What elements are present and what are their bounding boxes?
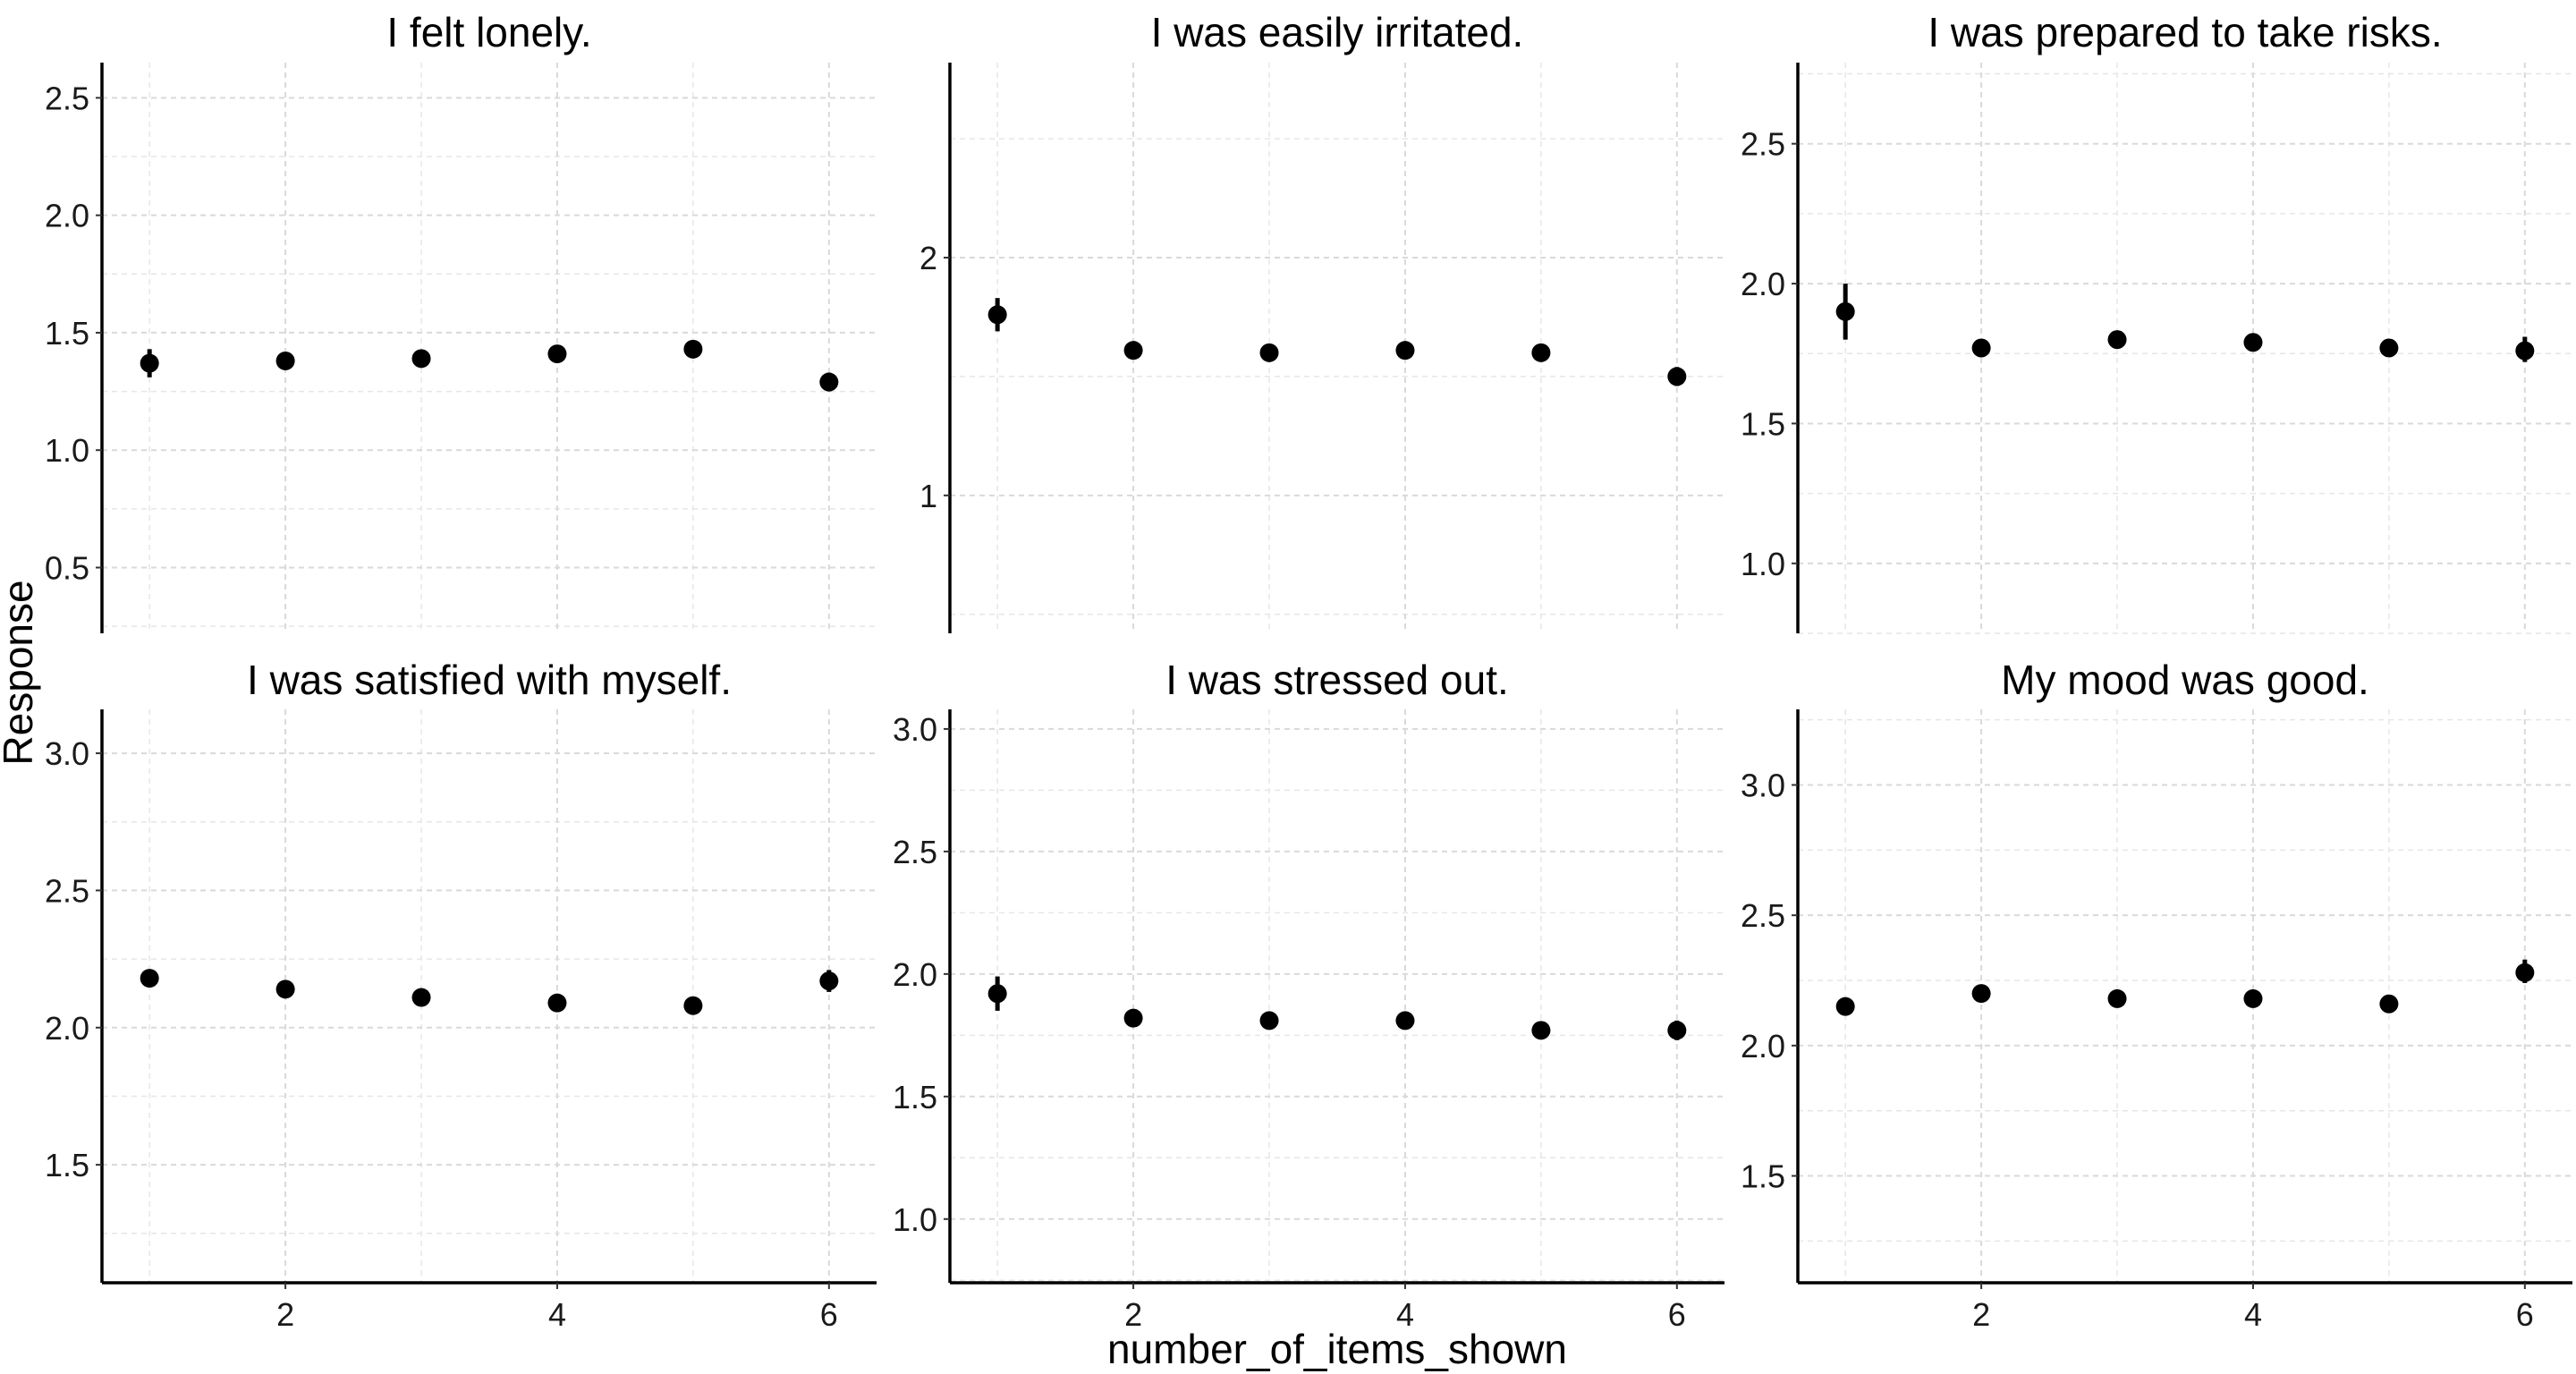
data-point (1531, 343, 1551, 362)
data-point (411, 988, 431, 1007)
x-tick-label: 4 (548, 1296, 566, 1333)
x-tick-label: 6 (2516, 1296, 2534, 1333)
data-point (1123, 341, 1143, 360)
data-point (1123, 1008, 1143, 1028)
data-point (2243, 988, 2263, 1008)
facet-panel: 1.5 2.0 2.5 3.0 2 4 6 My mood was good. (1741, 657, 2572, 1333)
data-point (2379, 338, 2399, 358)
y-tick-label: 2.0 (45, 1010, 89, 1047)
y-tick-label: 2.0 (1741, 266, 1785, 302)
y-tick-label: 2.5 (45, 80, 89, 116)
y-tick-label: 2.0 (45, 198, 89, 234)
data-point (411, 349, 431, 369)
data-point (683, 339, 703, 359)
y-tick-label: 1.5 (45, 315, 89, 352)
facet-panel: 0.5 1.0 1.5 2.0 2.5 I felt lonely. (45, 9, 877, 633)
facet-panel: 1.5 2.0 2.5 3.0 2 4 6 I was satisfied with myse… (45, 657, 877, 1333)
data-point (1531, 1021, 1551, 1040)
data-point (987, 984, 1007, 1004)
y-tick-label: 0.5 (45, 549, 89, 586)
y-tick-label: 1.5 (1741, 405, 1785, 442)
data-point (819, 971, 839, 991)
data-point (2379, 994, 2399, 1014)
y-tick-label: 1 (919, 478, 937, 514)
x-axis-title: number_of_items_shown (1107, 1326, 1567, 1372)
y-tick-label: 1.5 (893, 1079, 937, 1115)
x-tick-label: 6 (820, 1296, 838, 1333)
facet-title: I was easily irritated. (1151, 9, 1524, 55)
x-tick-label: 4 (1396, 1296, 1414, 1333)
y-tick-label: 1.0 (45, 432, 89, 469)
facet-title: I felt lonely. (386, 9, 591, 55)
y-tick-label: 2.5 (1741, 126, 1785, 163)
y-tick-label: 2.5 (893, 834, 937, 870)
data-point (819, 372, 839, 392)
y-axis-title: Response (0, 580, 41, 765)
data-point (1971, 338, 1991, 358)
data-point (1395, 1011, 1415, 1030)
y-tick-label: 3.0 (1741, 767, 1785, 803)
data-point (547, 993, 567, 1013)
x-tick-label: 4 (2244, 1296, 2262, 1333)
y-tick-label: 1.0 (1741, 546, 1785, 582)
y-tick-label: 2.0 (893, 956, 937, 993)
x-tick-label: 2 (276, 1296, 294, 1333)
data-point (2107, 988, 2127, 1008)
x-tick-label: 2 (1972, 1296, 1990, 1333)
facet-title: I was satisfied with myself. (247, 657, 732, 703)
y-tick-label: 1.5 (1741, 1158, 1785, 1195)
data-point (2107, 330, 2127, 350)
data-point (683, 996, 703, 1015)
x-tick-label: 6 (1668, 1296, 1686, 1333)
facets-layer: 0.5 1.0 1.5 2.0 2.5 I felt lonely. 1 2 I was eas… (45, 9, 2572, 1333)
facet-panel: 1.0 1.5 2.0 2.5 3.0 2 4 6 I was stressed out. (893, 657, 1724, 1333)
data-point (1971, 984, 1991, 1004)
data-point (275, 351, 295, 370)
facet-title: My mood was good. (2001, 657, 2369, 703)
data-point (987, 305, 1007, 325)
facet-panel: 1.0 1.5 2.0 2.5 I was prepared to take risks… (1741, 9, 2572, 634)
data-point (1259, 343, 1279, 362)
data-point (1667, 367, 1687, 386)
data-point (547, 344, 567, 364)
data-point (140, 969, 159, 988)
facet-panel: 1 2 I was easily irritated. (919, 9, 1724, 633)
data-point (2243, 333, 2263, 352)
y-tick-label: 3.0 (893, 711, 937, 748)
y-tick-label: 2.5 (45, 872, 89, 909)
x-tick-label: 2 (1124, 1296, 1142, 1333)
data-point (2515, 963, 2535, 982)
y-tick-label: 2.0 (1741, 1028, 1785, 1064)
y-tick-label: 1.5 (45, 1147, 89, 1183)
data-point (275, 980, 295, 999)
data-point (1835, 997, 1855, 1016)
y-tick-label: 2 (919, 240, 937, 276)
data-point (1667, 1021, 1687, 1040)
y-tick-label: 2.5 (1741, 897, 1785, 934)
y-tick-label: 3.0 (45, 735, 89, 772)
data-point (140, 353, 159, 373)
facet-title: I was stressed out. (1165, 657, 1509, 703)
data-point (1835, 301, 1855, 321)
data-point (1395, 341, 1415, 360)
facet-title: I was prepared to take risks. (1928, 9, 2442, 55)
data-point (2515, 341, 2535, 360)
y-tick-label: 1.0 (893, 1201, 937, 1238)
data-point (1259, 1011, 1279, 1030)
